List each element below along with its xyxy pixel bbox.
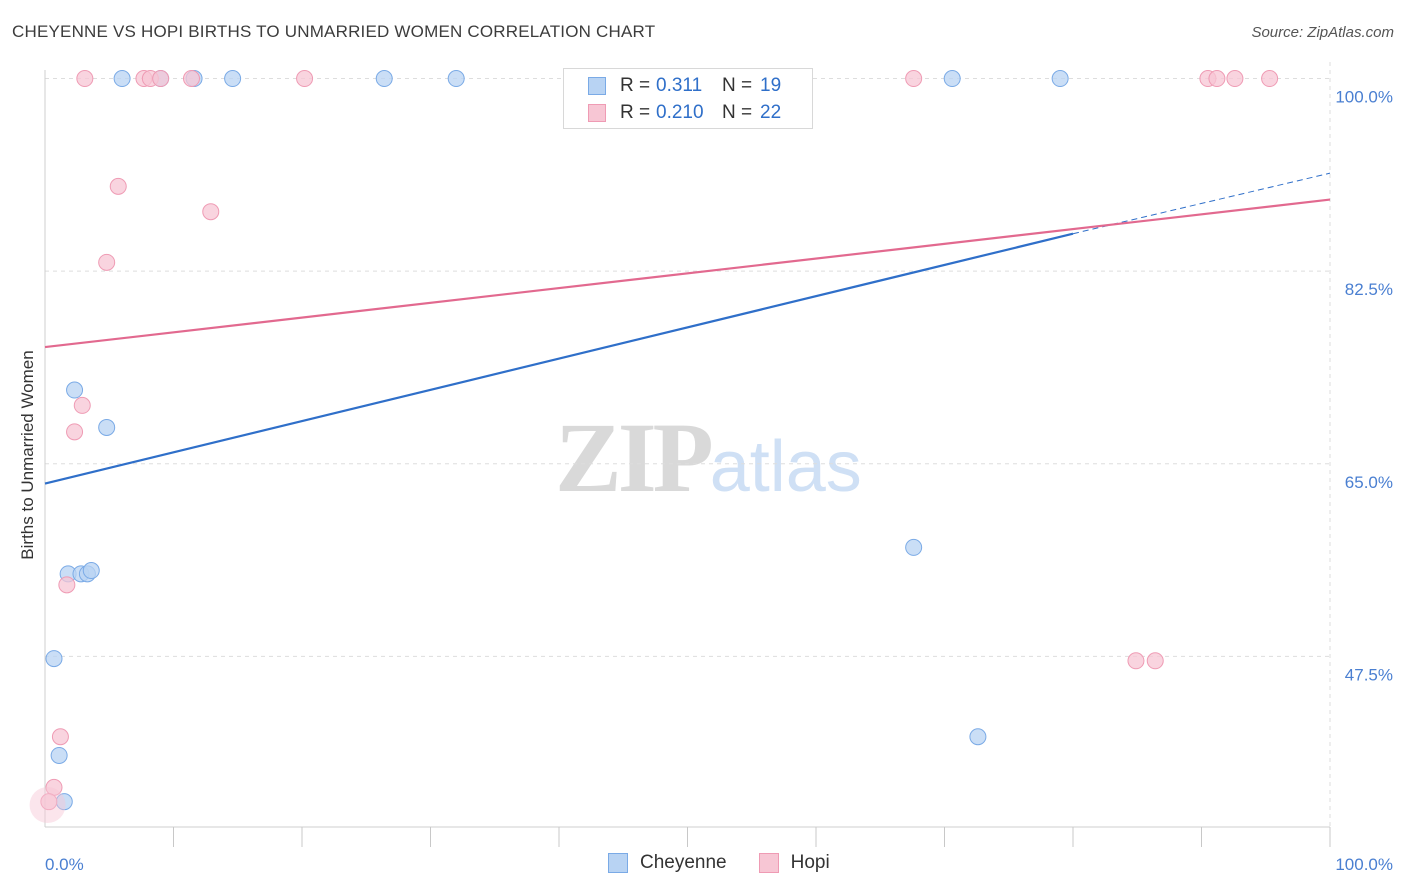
chart-title: CHEYENNE VS HOPI BIRTHS TO UNMARRIED WOM…	[12, 22, 656, 41]
legend-r-value: 0.311	[656, 75, 703, 96]
legend-label-cheyenne: Cheyenne	[640, 852, 727, 873]
hopi-point	[182, 70, 200, 88]
hopi-point	[1261, 70, 1279, 88]
cheyenne-point	[447, 70, 465, 88]
hopi-point	[202, 203, 220, 221]
legend-r-label: R =	[620, 75, 651, 96]
cheyenne-point	[45, 650, 63, 668]
grid-layer	[45, 62, 1331, 827]
watermark-zip: ZIP	[555, 402, 714, 513]
cheyenne-point	[1051, 70, 1069, 88]
y-tick-label: 47.5%	[1345, 665, 1393, 684]
hopi-trend-line	[44, 198, 1331, 349]
cheyenne-point	[50, 746, 68, 764]
x-tick-label: 100.0%	[1335, 855, 1393, 874]
hopi-point	[296, 70, 314, 88]
legend-item-cheyenne[interactable]: Cheyenne	[608, 852, 727, 874]
hopi-point	[51, 728, 69, 746]
hopi-point	[73, 396, 91, 414]
cheyenne-point	[98, 418, 116, 436]
correlation-legend: R = 0.311 N = 19 R = 0.210 N = 22	[563, 68, 813, 129]
cheyenne-point	[969, 728, 987, 746]
y-tick-label: 82.5%	[1345, 280, 1393, 299]
hopi-point	[40, 793, 58, 811]
label-layer: 47.5% 65.0% 82.5% 100.0% 0.0% 100.0%	[45, 88, 1393, 874]
source-label: Source: ZipAtlas.com	[1251, 24, 1394, 41]
cheyenne-point	[905, 538, 923, 556]
trend-layer	[44, 172, 1331, 485]
hopi-swatch	[588, 104, 606, 122]
legend-label-hopi: Hopi	[790, 852, 830, 873]
legend-n-label: N =	[722, 102, 753, 123]
hopi-point	[1226, 70, 1244, 88]
hopi-point	[58, 576, 76, 594]
legend-row-hopi: R = 0.210 N = 22	[588, 101, 781, 125]
hopi-cluster	[29, 786, 66, 823]
hopi-swatch	[758, 853, 779, 873]
cheyenne-point	[82, 562, 100, 580]
point-layer	[29, 70, 1279, 823]
watermark-atlas: atlas	[709, 427, 862, 507]
hopi-point	[1127, 652, 1145, 670]
legend-r-label: R =	[620, 102, 651, 123]
cheyenne-point	[113, 70, 131, 88]
cheyenne-point	[375, 70, 393, 88]
cheyenne-swatch	[588, 77, 606, 95]
hopi-point	[109, 177, 127, 195]
series-legend: Cheyenne Hopi	[608, 852, 862, 874]
legend-n-label: N =	[722, 75, 753, 96]
cheyenne-trend-line	[44, 232, 1074, 485]
hopi-point	[1208, 70, 1226, 88]
hopi-point	[1146, 652, 1164, 670]
y-tick-label: 65.0%	[1345, 473, 1393, 492]
legend-item-hopi[interactable]: Hopi	[758, 852, 830, 874]
cheyenne-point	[224, 70, 242, 88]
y-tick-label: 100.0%	[1335, 88, 1393, 107]
cheyenne-point	[943, 70, 961, 88]
cheyenne-point	[66, 381, 84, 399]
legend-row-cheyenne: R = 0.311 N = 19	[588, 74, 781, 98]
cheyenne-swatch	[608, 853, 628, 873]
hopi-point	[66, 423, 84, 441]
x-tick-label: 0.0%	[45, 855, 84, 874]
hopi-point	[76, 70, 94, 88]
legend-r-value: 0.210	[656, 102, 704, 123]
hopi-point	[98, 253, 116, 271]
watermark: ZIPatlas	[555, 400, 862, 515]
legend-n-value: 19	[760, 75, 782, 96]
legend-n-value: 22	[760, 102, 782, 123]
axis-layer	[44, 70, 1331, 847]
hopi-point	[905, 70, 923, 88]
hopi-point	[152, 70, 170, 88]
